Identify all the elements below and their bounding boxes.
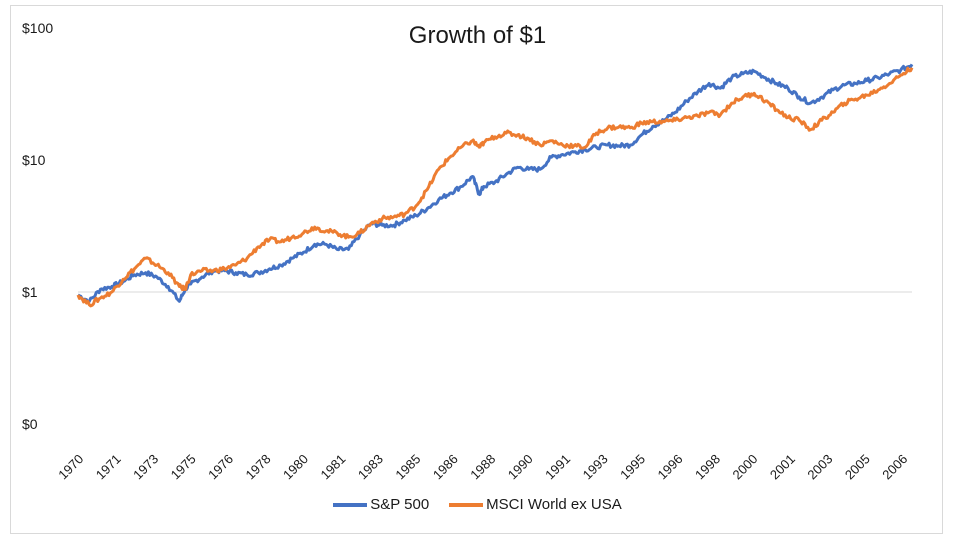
x-tick-label: 1976 xyxy=(205,451,236,482)
x-tick-label: 2003 xyxy=(804,451,835,482)
x-tick-label: 2006 xyxy=(879,451,910,482)
x-tick-label: 1985 xyxy=(392,451,423,482)
x-tick-label: 1973 xyxy=(130,451,161,482)
x-tick-label: 1993 xyxy=(580,451,611,482)
y-tick-label: $100 xyxy=(22,20,53,36)
x-tick-label: 1996 xyxy=(655,451,686,482)
legend-label-msci: MSCI World ex USA xyxy=(486,496,622,513)
x-tick-label: 1986 xyxy=(430,451,461,482)
legend-item-sp500: S&P 500 xyxy=(333,496,429,513)
x-tick-label: 2001 xyxy=(767,451,798,482)
x-tick-label: 1970 xyxy=(55,451,86,482)
x-tick-label: 1990 xyxy=(505,451,536,482)
legend-swatch-sp500 xyxy=(333,502,368,507)
x-tick-label: 1975 xyxy=(168,451,199,482)
x-tick-label: 1981 xyxy=(317,451,348,482)
x-tick-label: 2000 xyxy=(729,451,760,482)
legend-label-sp500: S&P 500 xyxy=(370,496,430,513)
x-tick-label: 1998 xyxy=(692,451,723,482)
legend-swatch-msci xyxy=(449,502,484,507)
x-tick-label: 1971 xyxy=(93,451,124,482)
x-tick-label: 1991 xyxy=(542,451,573,482)
y-tick-label: $1 xyxy=(22,284,38,300)
x-tick-label: 1980 xyxy=(280,451,311,482)
series-line-sp500 xyxy=(77,63,914,304)
y-tick-label: $10 xyxy=(22,152,46,168)
legend-item-msci: MSCI World ex USA xyxy=(449,496,622,513)
chart-legend: S&P 500 MSCI World ex USA xyxy=(0,496,955,513)
chart-title: Growth of $1 xyxy=(408,22,547,49)
x-tick-label: 1995 xyxy=(617,451,648,482)
x-tick-label: 1983 xyxy=(355,451,386,482)
y-tick-label: $0 xyxy=(22,416,38,432)
x-tick-label: 2005 xyxy=(842,451,873,482)
x-tick-label: 1988 xyxy=(467,451,498,482)
x-tick-label: 1978 xyxy=(243,451,274,482)
series-line-msci xyxy=(76,66,914,308)
